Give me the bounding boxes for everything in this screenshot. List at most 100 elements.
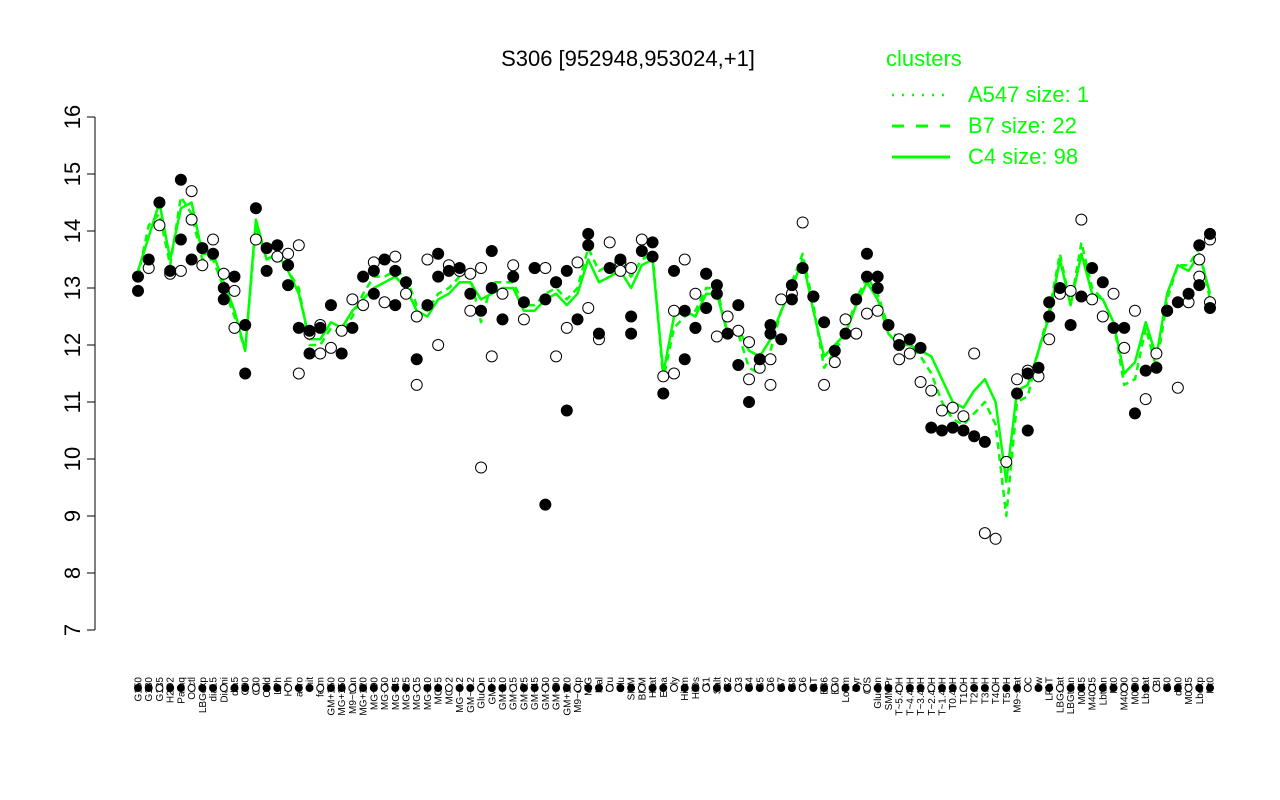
x-rug-marker [1120, 684, 1129, 692]
x-rug-marker [594, 684, 603, 692]
x-rug-marker [1098, 684, 1107, 692]
x-rug-marker [884, 684, 893, 692]
x-tick-label: M9~stat [1013, 677, 1024, 713]
x-rug-marker [466, 684, 475, 692]
data-point-filled [871, 270, 884, 283]
data-point-open [1011, 373, 1024, 386]
y-tick-label: 10 [60, 447, 85, 471]
data-point-filled [732, 358, 745, 371]
x-rug-marker [895, 684, 904, 692]
x-tick-label: MG+90 [369, 677, 380, 711]
data-point-filled [860, 247, 873, 260]
x-rug-marker [777, 684, 786, 692]
data-point-filled [807, 290, 820, 303]
data-point-filled [1161, 304, 1174, 317]
data-point-filled [603, 262, 616, 275]
x-rug-marker [509, 684, 518, 692]
x-tick-label: MG+45 [391, 677, 402, 711]
data-point-filled [818, 316, 831, 329]
data-point-filled [625, 310, 638, 323]
data-point-filled [1086, 262, 1099, 275]
data-point-filled [957, 424, 970, 437]
x-tick-label: S6 [798, 677, 809, 690]
x-rug-marker [176, 684, 185, 692]
data-point-open [228, 321, 241, 334]
legend-entry-a547: A547 size: 1 [968, 82, 1089, 107]
data-point-open [721, 310, 734, 323]
x-rug-marker [959, 684, 968, 692]
data-point-filled [217, 293, 230, 306]
x-rug-marker [809, 684, 818, 692]
legend-title: clusters [886, 46, 962, 71]
x-rug-marker [723, 684, 732, 692]
chart-title: S306 [952948,953024,+1] [501, 46, 755, 71]
data-point-filled [410, 353, 423, 366]
x-tick-label: M40t90 [1120, 677, 1131, 711]
data-point-filled [678, 353, 691, 366]
data-point-open [764, 378, 777, 391]
data-point-open [207, 233, 220, 246]
x-rug-marker [498, 684, 507, 692]
data-point-filled [517, 296, 530, 309]
data-point-open [475, 262, 488, 275]
data-point-open [185, 213, 198, 226]
x-rug-marker [905, 684, 914, 692]
data-point-filled [657, 387, 670, 400]
data-point-filled [550, 276, 563, 289]
data-point-filled [496, 313, 509, 326]
data-point-filled [625, 327, 638, 340]
x-tick-label: T~5.40H [895, 677, 906, 716]
data-point-filled [217, 282, 230, 294]
data-point-open [668, 304, 680, 317]
x-tick-label: S7 [777, 677, 788, 690]
x-rug-marker [1088, 684, 1097, 692]
y-tick-label: 9 [60, 510, 85, 522]
data-point-open [571, 256, 584, 269]
data-point-filled [153, 196, 166, 209]
x-tick-label: S0 [1163, 677, 1174, 690]
x-tick-label: BI [1152, 677, 1163, 686]
x-rug-marker [477, 684, 486, 692]
x-rug-marker [873, 684, 882, 692]
data-point-filled [571, 313, 584, 326]
data-point-filled [1053, 282, 1066, 294]
data-point-filled [1139, 364, 1152, 377]
data-point-filled [132, 284, 144, 297]
data-point-open [292, 367, 305, 380]
data-point-open [1150, 347, 1163, 360]
x-rug-marker [787, 684, 796, 692]
x-tick-label: S8 [787, 677, 798, 690]
x-tick-label: S6 [766, 677, 777, 690]
x-tick-label: Sw [1034, 676, 1045, 691]
data-point-filled [421, 299, 434, 312]
data-point-open [421, 253, 434, 266]
data-point-filled [132, 270, 144, 283]
x-rug-marker [948, 684, 957, 692]
x-rug-marker [444, 684, 453, 692]
data-point-filled [1107, 321, 1120, 334]
data-point-open [292, 239, 305, 252]
data-point-open [1128, 304, 1141, 317]
data-point-filled [796, 262, 809, 275]
x-rug-marker [284, 684, 293, 692]
x-rug-marker [1141, 684, 1150, 692]
data-point-filled [1193, 239, 1206, 252]
y-tick-label: 12 [60, 333, 85, 357]
x-rug-marker [1045, 684, 1054, 692]
data-point-open [743, 373, 756, 386]
x-tick-label: LBGtran [1066, 677, 1077, 714]
x-tick-label: LBGstat [1055, 677, 1066, 713]
data-point-filled [775, 333, 788, 346]
x-rug-marker [348, 684, 357, 692]
data-point-filled [507, 270, 520, 283]
x-rug-marker [166, 684, 175, 692]
data-point-filled [978, 435, 991, 448]
x-rug-marker [1002, 684, 1011, 692]
x-rug-marker [552, 684, 561, 692]
data-point-open [432, 339, 445, 351]
x-rug-marker [487, 684, 496, 692]
data-point-filled [914, 341, 927, 354]
data-point-filled [1043, 296, 1056, 309]
x-rug-marker [412, 684, 421, 692]
